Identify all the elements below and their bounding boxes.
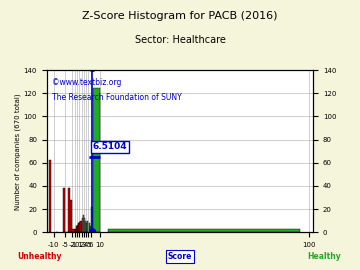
Text: The Research Foundation of SUNY: The Research Foundation of SUNY [52, 93, 182, 102]
Bar [86, 223, 87, 232]
Bar [68, 188, 70, 232]
Text: Unhealthy: Unhealthy [17, 252, 62, 261]
Text: Sector: Healthcare: Sector: Healthcare [135, 35, 225, 45]
Bar [70, 200, 72, 232]
Bar [75, 229, 76, 232]
Bar [80, 221, 81, 232]
Bar [87, 221, 89, 232]
Text: Z-Score Histogram for PACB (2016): Z-Score Histogram for PACB (2016) [82, 11, 278, 21]
Bar [83, 215, 84, 232]
Bar [84, 218, 85, 232]
Bar [79, 222, 80, 232]
Bar [72, 229, 75, 232]
Bar [82, 218, 83, 232]
Text: Score: Score [168, 252, 192, 261]
Text: ©www.textbiz.org: ©www.textbiz.org [52, 78, 122, 87]
Bar [63, 188, 65, 232]
Bar [89, 223, 90, 232]
Bar [85, 221, 86, 232]
Bar [78, 223, 79, 232]
Bar [108, 229, 300, 232]
Bar [93, 87, 100, 232]
Text: 6.5104: 6.5104 [93, 142, 127, 151]
Y-axis label: Number of companies (670 total): Number of companies (670 total) [14, 93, 21, 210]
Bar [90, 227, 91, 232]
Bar [91, 207, 93, 232]
Bar [76, 227, 77, 232]
Text: Healthy: Healthy [307, 252, 341, 261]
Bar [77, 225, 78, 232]
Bar [49, 160, 51, 232]
